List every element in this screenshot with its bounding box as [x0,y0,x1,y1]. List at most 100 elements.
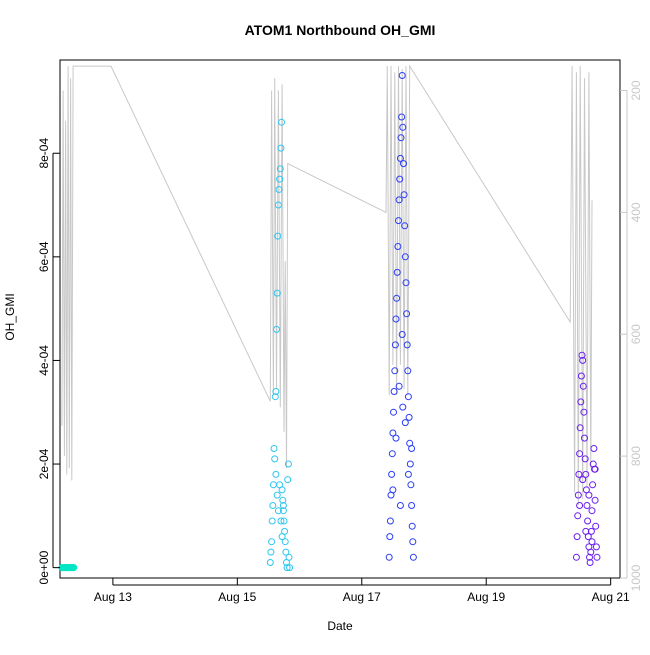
data-point [575,470,583,478]
data-point [273,289,281,297]
data-point [580,408,588,416]
data-point [588,507,596,515]
data-point [284,476,292,484]
chart-title: ATOM1 Northbound OH_GMI [245,22,436,38]
y-tick-label: 6e-04 [37,241,51,272]
y2-tick-label: 200 [629,80,643,100]
data-point [386,517,394,525]
data-point [274,232,282,240]
data-point [276,165,284,173]
data-point [574,512,582,520]
data-point [394,243,402,250]
x-axis-label: Date [327,619,353,633]
data-point [275,186,283,193]
data-point [401,253,409,261]
data-point [396,175,404,183]
data-point [591,465,599,473]
data-point [266,559,274,566]
data-point [396,502,404,509]
data-point [584,517,592,525]
data-point [274,201,282,209]
data-point [392,434,400,442]
data-point [408,445,416,452]
data-point [576,502,584,509]
data-point [286,564,294,572]
data-point [581,455,589,463]
data-point [277,517,285,525]
data-point [274,507,282,515]
data-point [590,445,598,452]
data-point [404,470,412,478]
y-tick-label: 2e-04 [37,448,51,479]
data-point [401,222,409,230]
x-tick-label: Aug 19 [467,590,505,604]
data-point [399,123,407,131]
pressure-line [61,64,593,505]
data-point [396,154,404,162]
data-point [591,496,599,504]
data-point [582,470,590,478]
data-point [579,356,587,364]
data-point [587,548,595,556]
data-point [579,382,587,390]
data-point [392,315,400,323]
data-point [389,429,397,437]
x-tick-label: Aug 21 [592,590,630,604]
x-tick-label: Aug 15 [218,590,256,604]
data-point [390,388,398,395]
data-point [403,341,411,349]
data-point [397,134,405,142]
data-point [386,533,394,541]
data-point [279,507,287,515]
data-point [281,538,289,546]
data-point [585,491,593,499]
y-tick-label: 0e+00 [37,550,51,584]
data-point [401,419,409,427]
data-point [395,196,403,204]
data-point [284,460,292,468]
data-point [270,445,278,452]
data-point [390,408,397,416]
data-point [271,455,279,463]
data-point [586,553,593,561]
data-point [408,522,416,530]
data-point [404,367,412,375]
data-point [405,413,413,421]
data-point [279,502,287,509]
data-point [279,496,287,504]
data-point [577,398,585,406]
data-point [393,268,401,276]
points-layer [58,72,601,572]
data-point [573,533,581,541]
data-point [399,403,407,411]
data-point [271,393,279,401]
data-point [592,543,600,551]
y-axis: 0e+00 2e-04 4e-04 6e-04 8e-04 [37,138,60,584]
data-point [409,553,417,561]
data-point [398,331,406,338]
data-point [278,118,285,126]
data-point [583,502,591,509]
y-tick-label: 4e-04 [37,345,51,376]
data-point [283,564,291,572]
data-point [406,460,414,468]
data-point [588,538,596,546]
x-tick-label: Aug 13 [94,590,132,604]
data-point [268,538,276,546]
data-point [576,424,584,432]
data-point [282,548,290,556]
data-point [272,470,280,478]
y2-tick-label: 800 [629,446,643,466]
data-point [389,486,397,494]
data-point [268,517,276,525]
data-point [586,559,594,566]
data-point [280,517,288,525]
y2-tick-label: 400 [629,202,643,222]
data-point [391,341,399,349]
data-point [395,217,402,225]
data-point [402,279,410,287]
data-point [272,388,280,395]
data-point [578,351,586,359]
